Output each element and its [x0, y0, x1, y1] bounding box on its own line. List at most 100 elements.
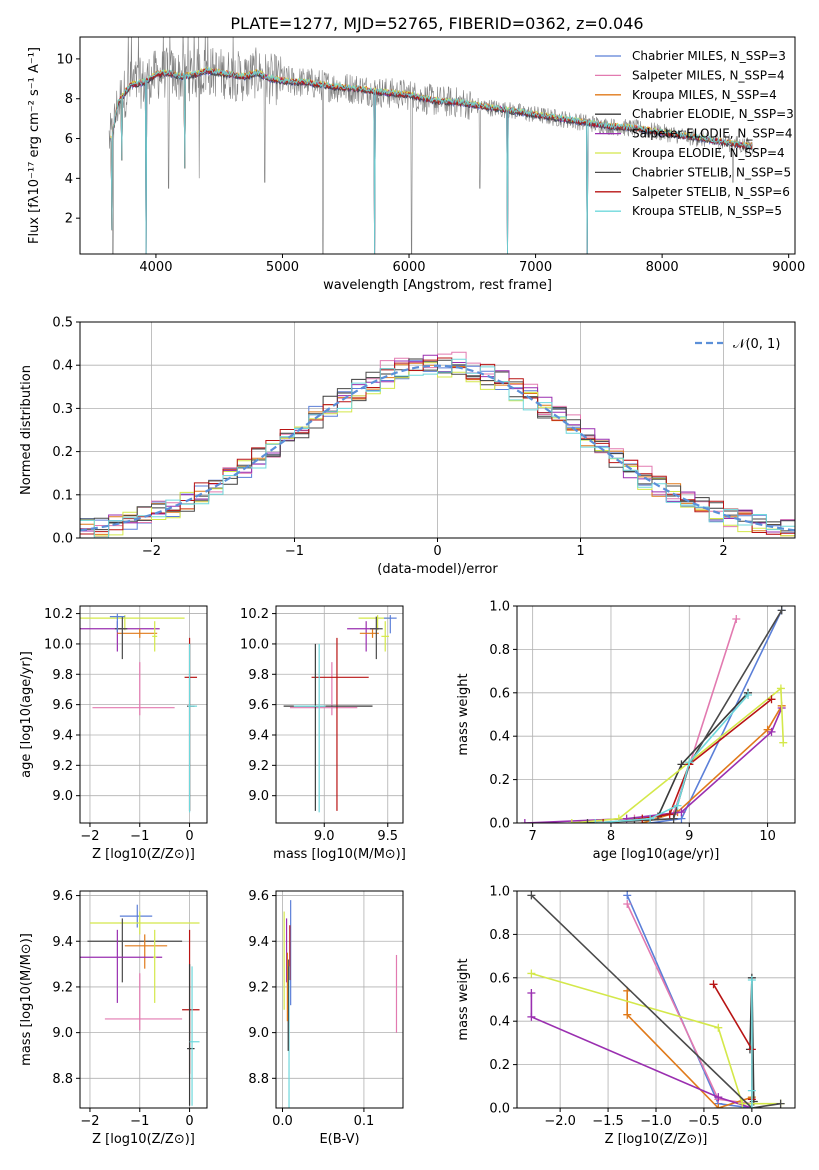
y-tick-label: 10.0 — [240, 637, 269, 652]
x-tick-label: −1.5 — [592, 1114, 624, 1129]
plus-marker — [583, 819, 592, 823]
x-tick-label: 4000 — [139, 260, 172, 275]
axes-frame — [275, 890, 404, 1109]
y-tick-label: 9.6 — [248, 889, 269, 904]
legend-label: Salpeter STELIB, N_SSP=6 — [632, 185, 790, 199]
plot-area — [80, 351, 795, 538]
plus-marker — [527, 891, 536, 900]
legend-label: Chabrier ELODIE, N_SSP=3 — [632, 107, 794, 121]
y-tick-label: 9.4 — [248, 935, 269, 950]
x-tick-label: 2 — [719, 544, 727, 559]
x-tick-label: 8 — [607, 829, 615, 844]
y-tick-label: 0.4 — [489, 730, 510, 745]
y-tick-label: 0.0 — [489, 817, 510, 832]
y-tick-label: 9.2 — [248, 980, 269, 995]
y-tick-label: 0.6 — [489, 686, 510, 701]
mass-weight-series — [530, 993, 753, 1108]
plot-area — [283, 615, 397, 813]
massweight-vs-age-panel: 7 8 9 10 0.0 0.2 0.4 0.6 0.8 1.0 age [log10(age/yr… — [456, 600, 796, 862]
x-tick-label: 0 — [185, 1114, 193, 1129]
x-tick-label: −1 — [130, 1114, 149, 1129]
x-tick-label: −2 — [80, 829, 99, 844]
x-tick-label: −1 — [285, 544, 304, 559]
axes-frame — [79, 36, 796, 255]
plus-marker — [767, 727, 776, 736]
x-tick-label: −1.0 — [640, 1114, 672, 1129]
plus-marker — [646, 814, 655, 823]
normal-curve — [80, 364, 795, 532]
y-tick-label: 9.0 — [52, 789, 73, 804]
x-tick-label: 0.1 — [354, 1114, 375, 1129]
plus-marker — [665, 810, 674, 819]
x-tick-label: 8000 — [646, 260, 679, 275]
y-tick-label: 9.6 — [248, 698, 269, 713]
y-tick-label: 4 — [65, 172, 73, 187]
mass-weight-series — [642, 705, 783, 823]
plot-area — [80, 904, 200, 1106]
y-tick-label: 1.0 — [489, 885, 510, 900]
y-tick-label: 9.6 — [52, 698, 73, 713]
x-axis-label: E(B-V) — [319, 1132, 359, 1147]
plus-marker — [599, 819, 608, 823]
y-axis-label: Flux [fλ10⁻¹⁷ erg cm⁻² s⁻¹ A⁻¹] — [27, 47, 42, 244]
plus-marker — [732, 615, 741, 624]
plot-area — [80, 613, 198, 813]
mass-weight-series — [634, 618, 738, 820]
legend-label: Chabrier STELIB, N_SSP=5 — [632, 165, 791, 179]
y-tick-label: 9.8 — [52, 668, 73, 683]
plus-marker — [747, 1104, 756, 1108]
x-tick-label: 0.0 — [742, 1114, 763, 1129]
plus-marker — [669, 814, 678, 823]
y-tick-label: 9.4 — [52, 935, 73, 950]
y-tick-label: 0.8 — [489, 643, 510, 658]
x-tick-label: 9.5 — [377, 829, 398, 844]
axes-frame — [79, 605, 208, 824]
x-tick-label: −2 — [142, 544, 161, 559]
y-tick-label: 9.0 — [52, 1026, 73, 1041]
y-tick-label: 1.0 — [489, 600, 510, 615]
residuals-panel: −2 −1 0 1 2 0.0 0.1 0.2 0.3 0.4 0.5 (data-model)/er… — [19, 316, 796, 577]
x-tick-label: 10 — [759, 829, 776, 844]
mass-weight-series — [595, 694, 749, 823]
plus-marker — [767, 695, 776, 704]
plus-marker — [738, 1099, 747, 1108]
age-vs-mass-panel: 9.0 9.5 9.0 9.2 9.4 9.6 9.8 10.0 10.2 mass [log10… — [240, 605, 406, 862]
x-tick-label: 0 — [185, 829, 193, 844]
plus-marker — [527, 988, 536, 997]
y-tick-label: 0.3 — [52, 402, 73, 417]
plus-marker — [714, 1023, 723, 1032]
plus-marker — [714, 1093, 723, 1102]
x-axis-label: Z [log10(Z/Z⊙)] — [92, 1132, 195, 1147]
model-spectrum-line — [110, 65, 753, 254]
x-tick-label: −2.0 — [544, 1114, 576, 1129]
legend-label: Kroupa MILES, N_SSP=4 — [632, 88, 777, 102]
y-tick-label: 9.0 — [248, 1026, 269, 1041]
y-tick-label: 0.0 — [489, 1102, 510, 1117]
x-tick-label: 7 — [529, 829, 537, 844]
y-tick-label: 0.1 — [52, 488, 73, 503]
y-tick-label: 0.4 — [52, 359, 73, 374]
legend-label: Chabrier MILES, N_SSP=3 — [632, 49, 786, 63]
y-tick-label: 9.6 — [52, 889, 73, 904]
axes-frame — [516, 605, 796, 824]
plus-marker — [567, 819, 576, 823]
legend-label: Kroupa ELODIE, N_SSP=4 — [632, 146, 785, 160]
x-tick-label: −2 — [80, 1114, 99, 1129]
y-tick-label: 9.8 — [248, 668, 269, 683]
y-tick-label: 10 — [56, 52, 73, 67]
plus-marker — [779, 738, 788, 747]
y-axis-label: mass weight — [456, 958, 471, 1040]
y-axis-label: mass weight — [456, 673, 471, 755]
x-tick-label: 9000 — [772, 260, 805, 275]
y-tick-label: 8.8 — [248, 1072, 269, 1087]
x-tick-label: 5000 — [266, 260, 299, 275]
x-tick-label: 1 — [576, 544, 584, 559]
y-tick-label: 0.0 — [52, 532, 73, 547]
x-tick-label: 6000 — [392, 260, 425, 275]
y-tick-label: 10.2 — [240, 607, 269, 622]
plus-marker — [677, 808, 686, 817]
plus-marker — [776, 1099, 785, 1108]
y-axis-label: mass [log10(M/M⊙)] — [19, 933, 34, 1066]
plus-marker — [673, 801, 682, 810]
